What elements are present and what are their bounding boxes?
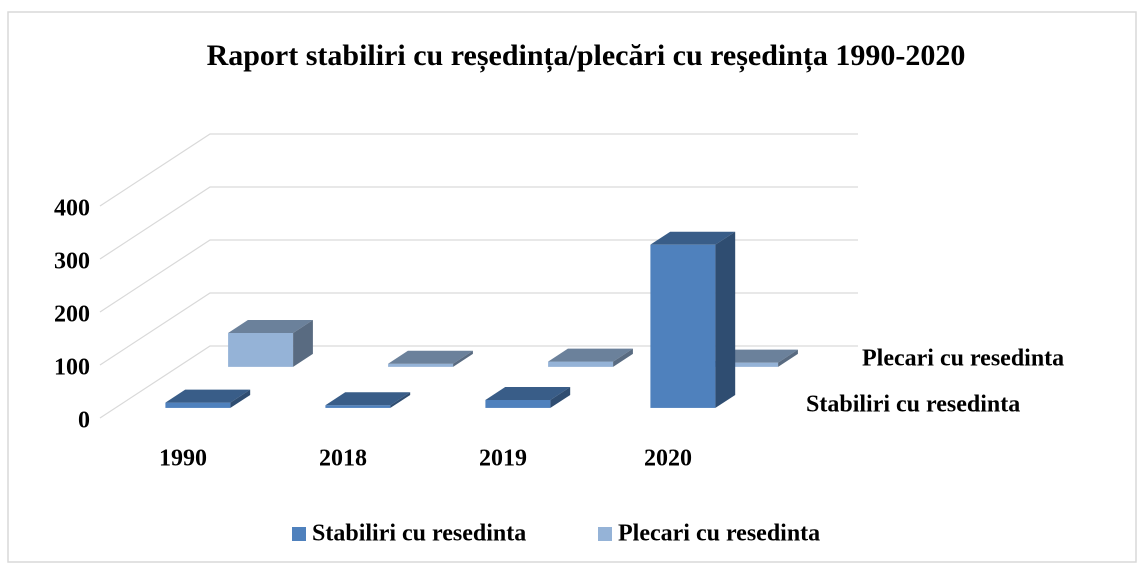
bar (650, 244, 716, 408)
bar-side (453, 350, 473, 367)
grid-line (99, 345, 858, 419)
bar (228, 332, 294, 367)
bar-top (650, 231, 736, 245)
legend-swatch (292, 527, 306, 541)
depth-label: Plecari cu resedinta (862, 346, 1064, 372)
bar-top (165, 389, 251, 403)
bar-top (388, 350, 473, 364)
bar-top (325, 392, 411, 406)
x-tick-label: 2019 (479, 446, 527, 472)
legend-swatch (598, 527, 612, 541)
bar (548, 361, 614, 367)
grid-line (99, 186, 858, 260)
x-tick-label: 1990 (159, 446, 207, 472)
legend-label: Stabiliri cu resedinta (312, 521, 526, 547)
bar-top (548, 348, 633, 362)
bar (388, 363, 454, 367)
bar-side (613, 348, 633, 367)
bar-top (485, 387, 571, 400)
bar-side (230, 389, 251, 408)
chart-title: Raport stabiliri cu reședința/plecări cu… (207, 39, 966, 73)
legend-label: Plecari cu resedinta (618, 521, 820, 547)
bar-side (550, 387, 571, 408)
bar (165, 402, 231, 408)
grid-line (99, 133, 858, 207)
bar (713, 362, 779, 367)
bar-side (293, 320, 313, 367)
depth-label: Stabiliri cu resedinta (806, 392, 1020, 418)
grid-line (99, 292, 858, 366)
x-tick-label: 2018 (319, 446, 367, 472)
bar-top (228, 320, 313, 333)
y-tick-label: 400 (54, 196, 90, 222)
x-tick-label: 2020 (644, 446, 692, 472)
bar (485, 399, 551, 408)
y-tick-label: 300 (54, 249, 90, 275)
bar-side (715, 231, 736, 408)
chart-frame (7, 11, 1137, 563)
y-tick-label: 0 (78, 408, 90, 434)
y-tick-label: 100 (54, 355, 90, 381)
bar-side (778, 349, 798, 367)
bar (325, 405, 391, 408)
bar-side (390, 392, 411, 408)
y-tick-label: 200 (54, 302, 90, 328)
grid-line (99, 239, 858, 313)
